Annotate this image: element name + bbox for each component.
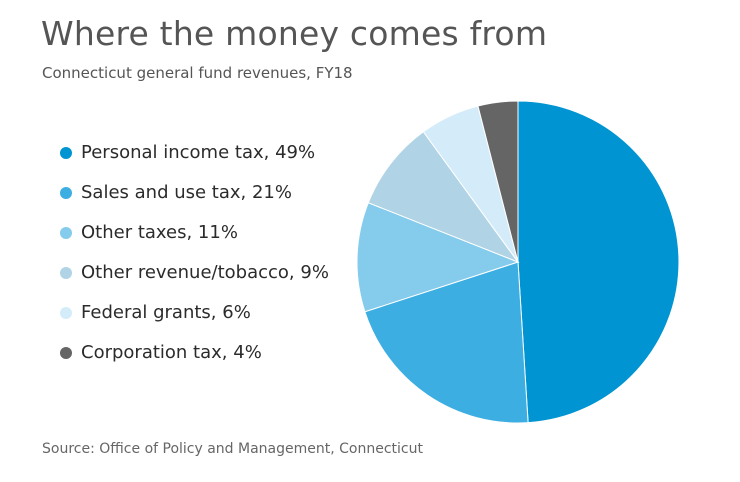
- legend-dot-corporation-tax: [60, 347, 72, 359]
- chart-source: Source: Office of Policy and Management,…: [42, 441, 423, 457]
- legend-item-other-revenue-tobacco: Other revenue/tobacco, 9%: [60, 253, 390, 293]
- legend-label-other-taxes: Other taxes, 11%: [81, 221, 238, 243]
- legend-item-federal-grants: Federal grants, 6%: [60, 293, 390, 333]
- chart-title: Where the money comes from: [41, 14, 548, 53]
- pie-slice-federal-grants: [422, 105, 519, 263]
- legend-label-personal-income-tax: Personal income tax, 49%: [81, 141, 316, 163]
- legend-dot-federal-grants: [60, 307, 72, 319]
- pie-slice-corporation-tax: [477, 100, 519, 263]
- legend-item-other-taxes: Other taxes, 11%: [60, 213, 390, 253]
- pie-slice-other-revenue-tobacco: [367, 131, 520, 264]
- legend-item-sales-and-use-tax: Sales and use tax, 21%: [60, 173, 390, 213]
- legend-item-corporation-tax: Corporation tax, 4%: [60, 333, 390, 373]
- legend-item-personal-income-tax: Personal income tax, 49%: [60, 133, 390, 173]
- legend-dot-other-revenue-tobacco: [60, 267, 72, 279]
- legend-dot-personal-income-tax: [60, 147, 72, 159]
- pie-slice-personal-income-tax: [517, 100, 680, 424]
- legend-dot-sales-and-use-tax: [60, 187, 72, 199]
- pie-slices: [356, 100, 680, 424]
- legend-label-other-revenue-tobacco: Other revenue/tobacco, 9%: [81, 261, 329, 283]
- legend-dot-other-taxes: [60, 227, 72, 239]
- legend-label-sales-and-use-tax: Sales and use tax, 21%: [81, 181, 292, 203]
- legend-label-corporation-tax: Corporation tax, 4%: [81, 341, 262, 363]
- legend-label-federal-grants: Federal grants, 6%: [81, 301, 251, 323]
- legend: Personal income tax, 49% Sales and use t…: [60, 133, 390, 373]
- chart-subtitle: Connecticut general fund revenues, FY18: [42, 64, 353, 82]
